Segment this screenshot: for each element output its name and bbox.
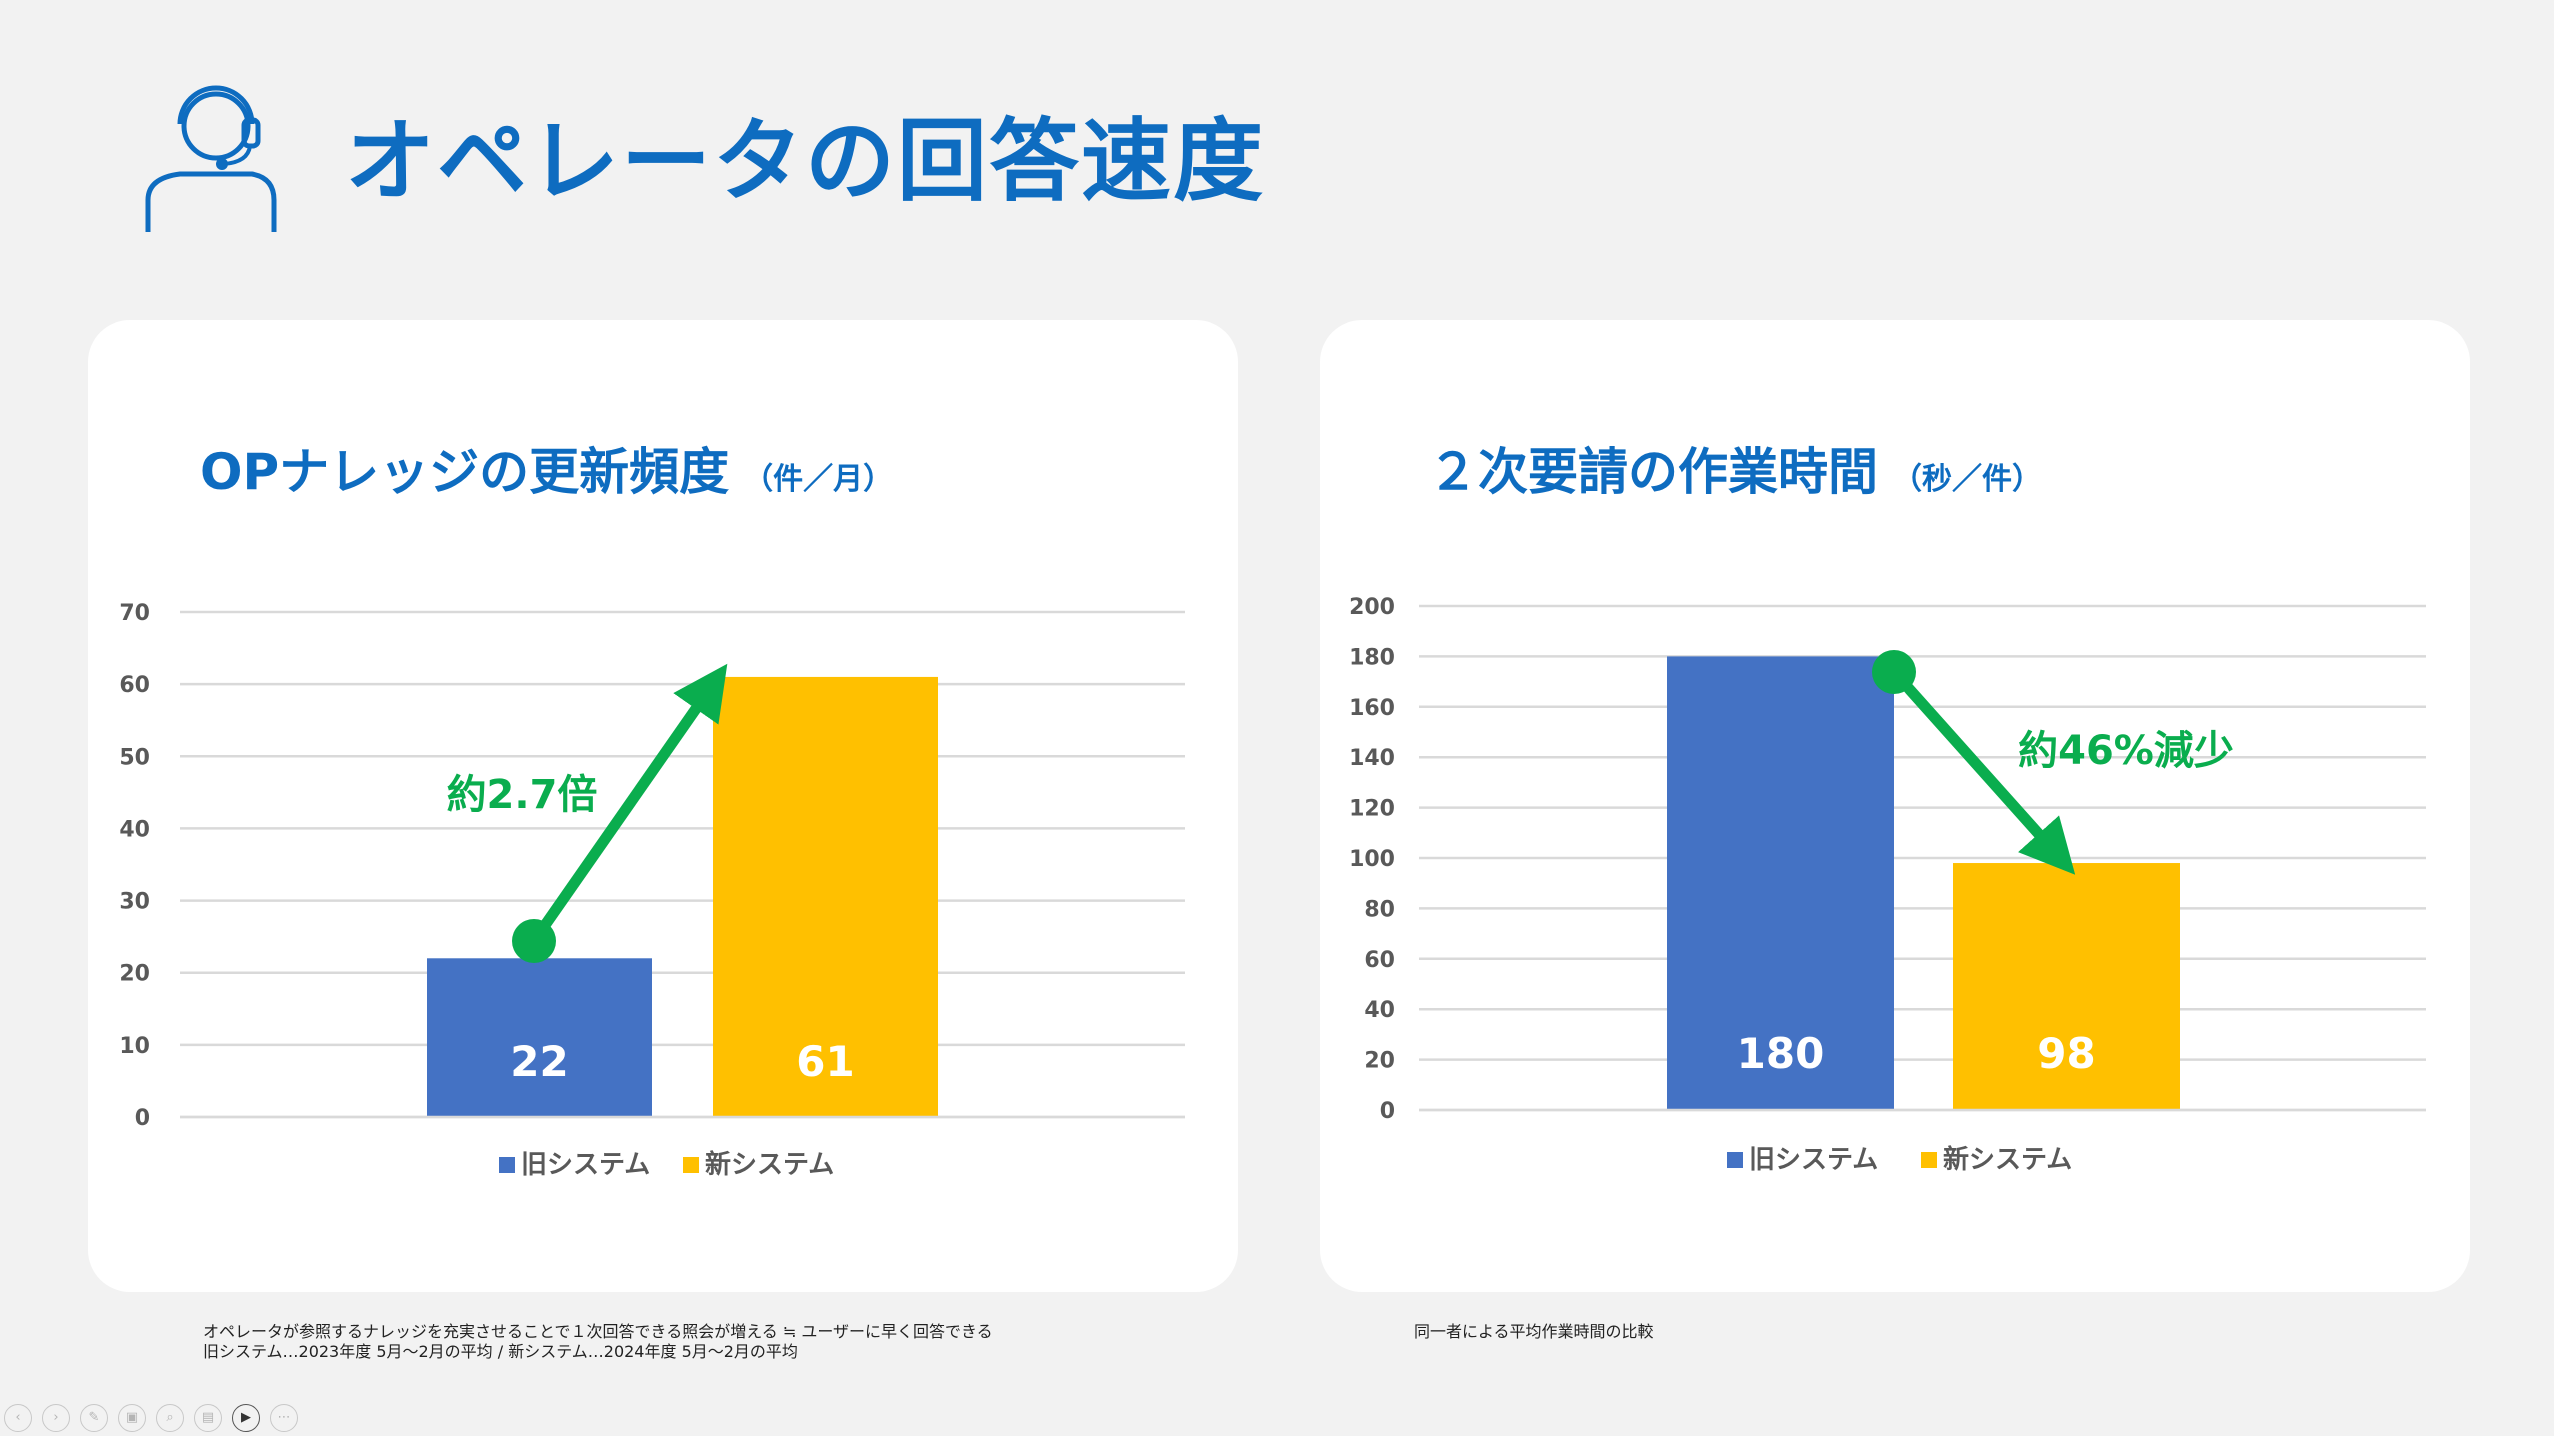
more-icon[interactable]: ⋯ (270, 1404, 298, 1432)
right-footnote: 同一者による平均作業時間の比較 (1414, 1322, 1654, 1342)
y-tick-label: 160 (1349, 696, 1395, 721)
left-footnote: オペレータが参照するナレッジを充実させることで１次回答できる照会が増える ≒ ユ… (203, 1322, 993, 1362)
y-tick-label: 120 (1349, 797, 1395, 822)
legend-label: 旧システム (521, 1150, 650, 1180)
legend-swatch (1921, 1152, 1937, 1168)
y-tick-label: 140 (1349, 746, 1395, 771)
y-tick-label: 20 (1364, 1049, 1395, 1074)
data-label: 180 (1737, 1029, 1825, 1078)
right-chart-title-text: ２次要請の作業時間 (1428, 443, 1878, 501)
data-label: 22 (510, 1037, 568, 1086)
zoom-icon[interactable]: ⌕ (156, 1404, 184, 1432)
left-chart-title-text: OPナレッジの更新頻度 (200, 443, 730, 501)
left-chart-unit: （件／月） (743, 462, 894, 497)
work-time-card: ２次要請の作業時間 （秒／件） 0 20 40 60 80 100 120 140 160 180 2… (1320, 320, 2470, 1292)
bar-old-system (1667, 656, 1894, 1110)
bar-old-system (427, 958, 652, 1117)
pen-icon[interactable]: ✎ (80, 1404, 108, 1432)
legend-label: 旧システム (1749, 1145, 1878, 1175)
y-tick-label: 40 (1364, 998, 1395, 1023)
trend-start-dot (1872, 650, 1916, 694)
right-footnote-line1: 同一者による平均作業時間の比較 (1414, 1322, 1654, 1341)
legend-label: 新システム (705, 1149, 834, 1180)
y-tick-label: 100 (1349, 847, 1395, 872)
y-tick-label: 0 (135, 1106, 150, 1131)
y-tick-label: 10 (119, 1034, 150, 1059)
y-tick-label: 30 (119, 890, 150, 915)
bar-new-system (713, 676, 938, 1117)
bar-new-system (1953, 863, 2180, 1110)
y-tick-label: 80 (1364, 897, 1395, 922)
prev-icon[interactable]: ‹ (4, 1404, 32, 1432)
presentation-toolbar: ‹ › ✎ ▣ ⌕ ▤ ▶ ⋯ (0, 1404, 298, 1432)
knowledge-update-chart: 0 10 20 30 40 50 60 70 22 61 旧システム 新システム 約2.7倍 (119, 601, 1185, 1180)
y-tick-label: 60 (1364, 948, 1395, 973)
y-tick-label: 70 (119, 601, 150, 626)
camera-icon[interactable]: ▶ (232, 1404, 260, 1432)
data-label: 61 (796, 1037, 854, 1086)
right-chart-unit: （秒／件） (1892, 462, 2042, 497)
knowledge-update-card: OPナレッジの更新頻度 （件／月） 0 10 20 30 40 50 60 70 22 61 旧システ… (88, 320, 1238, 1292)
left-footnote-line2: 旧システム…2023年度 5月～2月の平均 / 新システム…2024年度 5月～… (203, 1342, 798, 1361)
next-icon[interactable]: › (42, 1404, 70, 1432)
legend-swatch (683, 1157, 699, 1173)
y-tick-label: 0 (1380, 1099, 1395, 1124)
trend-start-dot (512, 919, 556, 963)
trend-annotation: 約2.7倍 (447, 772, 598, 818)
left-footnote-line1: オペレータが参照するナレッジを充実させることで１次回答できる照会が増える ≒ ユ… (203, 1322, 993, 1341)
data-label: 98 (2037, 1029, 2095, 1078)
legend-swatch (1727, 1152, 1743, 1168)
work-time-chart: 0 20 40 60 80 100 120 140 160 180 200 180 98 旧システム 新シス… (1349, 595, 2426, 1175)
subtitle-icon[interactable]: ▤ (194, 1404, 222, 1432)
operator-headset-icon (145, 85, 277, 232)
y-tick-label: 20 (119, 962, 150, 987)
y-tick-label: 180 (1349, 645, 1395, 670)
right-chart-title: ２次要請の作業時間 （秒／件） (1428, 432, 2042, 504)
page-title: オペレータの回答速度 (345, 109, 1265, 214)
trend-arrow (1889, 668, 2076, 875)
legend-label: 新システム (1943, 1144, 2072, 1175)
trend-arrow (529, 663, 728, 945)
y-tick-label: 200 (1349, 595, 1395, 620)
y-tick-label: 40 (119, 817, 150, 842)
left-chart-title: OPナレッジの更新頻度 （件／月） (200, 432, 893, 504)
slides-icon[interactable]: ▣ (118, 1404, 146, 1432)
y-tick-label: 50 (119, 745, 150, 770)
legend-swatch (499, 1157, 515, 1173)
y-tick-label: 60 (119, 673, 150, 698)
trend-annotation: 約46%減少 (2018, 728, 2234, 774)
